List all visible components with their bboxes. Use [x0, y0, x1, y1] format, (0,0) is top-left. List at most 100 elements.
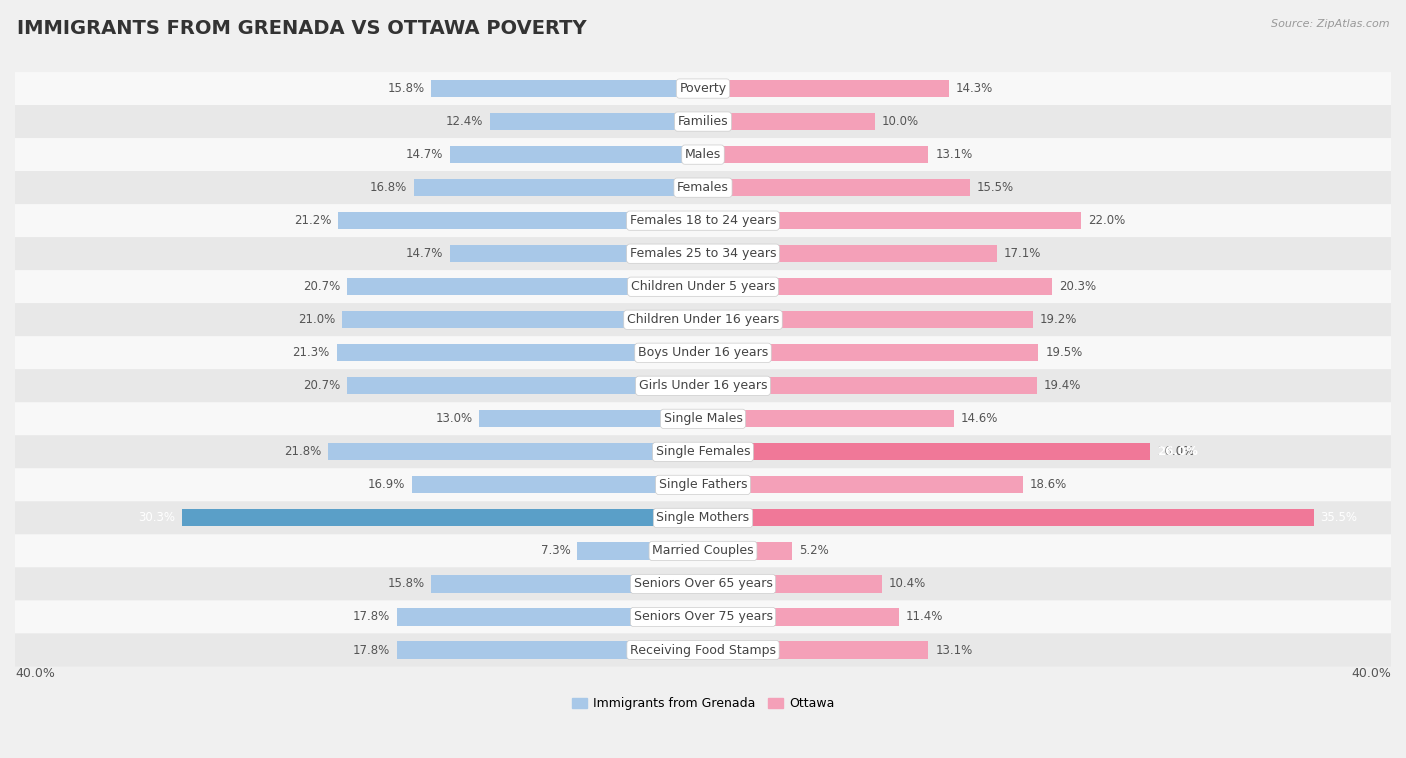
Text: 17.8%: 17.8% [353, 610, 389, 624]
Text: 10.4%: 10.4% [889, 578, 927, 590]
FancyBboxPatch shape [0, 337, 1406, 369]
Text: Source: ZipAtlas.com: Source: ZipAtlas.com [1271, 19, 1389, 29]
Bar [432, 80, 703, 97]
Bar [450, 245, 703, 262]
Text: Females: Females [678, 181, 728, 194]
Legend: Immigrants from Grenada, Ottawa: Immigrants from Grenada, Ottawa [567, 692, 839, 715]
Bar [703, 542, 793, 559]
Text: 7.3%: 7.3% [541, 544, 571, 557]
FancyBboxPatch shape [0, 468, 1406, 501]
Bar [703, 575, 882, 593]
Text: Children Under 16 years: Children Under 16 years [627, 313, 779, 326]
Text: 15.8%: 15.8% [387, 578, 425, 590]
Bar [703, 377, 1036, 394]
Text: Single Males: Single Males [664, 412, 742, 425]
Text: 26.0%: 26.0% [1157, 446, 1198, 459]
Text: 20.7%: 20.7% [302, 280, 340, 293]
Text: Married Couples: Married Couples [652, 544, 754, 557]
Text: 13.1%: 13.1% [935, 148, 973, 161]
Text: Seniors Over 65 years: Seniors Over 65 years [634, 578, 772, 590]
Bar [396, 641, 703, 659]
FancyBboxPatch shape [0, 534, 1406, 568]
Text: 14.7%: 14.7% [406, 247, 443, 260]
Bar [328, 443, 703, 460]
Text: Single Females: Single Females [655, 446, 751, 459]
Text: 12.4%: 12.4% [446, 115, 482, 128]
Text: Females 25 to 34 years: Females 25 to 34 years [630, 247, 776, 260]
FancyBboxPatch shape [0, 105, 1406, 138]
Text: 18.6%: 18.6% [1029, 478, 1067, 491]
Text: 40.0%: 40.0% [1351, 667, 1391, 680]
Bar [339, 212, 703, 229]
Text: 16.8%: 16.8% [370, 181, 408, 194]
Text: 13.0%: 13.0% [436, 412, 472, 425]
Bar [703, 146, 928, 163]
Text: 26.0%: 26.0% [1157, 446, 1194, 459]
Bar [489, 113, 703, 130]
FancyBboxPatch shape [0, 634, 1406, 666]
Text: 13.1%: 13.1% [935, 644, 973, 656]
Text: Children Under 5 years: Children Under 5 years [631, 280, 775, 293]
FancyBboxPatch shape [0, 501, 1406, 534]
Text: 21.8%: 21.8% [284, 446, 321, 459]
Text: 14.3%: 14.3% [956, 82, 993, 95]
Text: 15.5%: 15.5% [977, 181, 1014, 194]
FancyBboxPatch shape [0, 171, 1406, 204]
FancyBboxPatch shape [0, 270, 1406, 303]
Bar [703, 410, 955, 428]
Text: 17.8%: 17.8% [353, 644, 389, 656]
Bar [703, 641, 928, 659]
Text: 21.3%: 21.3% [292, 346, 330, 359]
Bar [578, 542, 703, 559]
Bar [432, 575, 703, 593]
Bar [703, 311, 1033, 328]
Bar [347, 377, 703, 394]
Text: Boys Under 16 years: Boys Under 16 years [638, 346, 768, 359]
Text: 40.0%: 40.0% [15, 667, 55, 680]
Text: 35.5%: 35.5% [1320, 512, 1357, 525]
Text: 10.0%: 10.0% [882, 115, 920, 128]
Bar [336, 344, 703, 362]
Bar [703, 245, 997, 262]
Text: 14.7%: 14.7% [406, 148, 443, 161]
Text: 20.3%: 20.3% [1059, 280, 1097, 293]
Bar [703, 344, 1039, 362]
Bar [347, 278, 703, 296]
Text: Girls Under 16 years: Girls Under 16 years [638, 379, 768, 393]
Bar [479, 410, 703, 428]
FancyBboxPatch shape [0, 369, 1406, 402]
FancyBboxPatch shape [0, 568, 1406, 600]
Text: 15.8%: 15.8% [387, 82, 425, 95]
Text: Families: Families [678, 115, 728, 128]
FancyBboxPatch shape [0, 435, 1406, 468]
Bar [413, 179, 703, 196]
Bar [703, 278, 1052, 296]
Text: 19.4%: 19.4% [1043, 379, 1081, 393]
FancyBboxPatch shape [0, 402, 1406, 435]
Text: 19.2%: 19.2% [1040, 313, 1077, 326]
Text: Single Mothers: Single Mothers [657, 512, 749, 525]
Bar [181, 509, 703, 527]
Bar [703, 443, 1150, 460]
Bar [703, 113, 875, 130]
FancyBboxPatch shape [0, 72, 1406, 105]
Text: 19.5%: 19.5% [1045, 346, 1083, 359]
FancyBboxPatch shape [0, 600, 1406, 634]
Text: 16.9%: 16.9% [368, 478, 405, 491]
Bar [703, 80, 949, 97]
Text: Females 18 to 24 years: Females 18 to 24 years [630, 215, 776, 227]
Text: 21.2%: 21.2% [294, 215, 332, 227]
Bar [412, 476, 703, 493]
Text: 5.2%: 5.2% [800, 544, 830, 557]
Text: Single Fathers: Single Fathers [659, 478, 747, 491]
Bar [703, 609, 898, 625]
FancyBboxPatch shape [0, 303, 1406, 337]
Text: Seniors Over 75 years: Seniors Over 75 years [634, 610, 772, 624]
Text: IMMIGRANTS FROM GRENADA VS OTTAWA POVERTY: IMMIGRANTS FROM GRENADA VS OTTAWA POVERT… [17, 19, 586, 38]
FancyBboxPatch shape [0, 237, 1406, 270]
Text: 21.0%: 21.0% [298, 313, 335, 326]
Bar [703, 212, 1081, 229]
Text: Poverty: Poverty [679, 82, 727, 95]
Text: Receiving Food Stamps: Receiving Food Stamps [630, 644, 776, 656]
Text: Males: Males [685, 148, 721, 161]
